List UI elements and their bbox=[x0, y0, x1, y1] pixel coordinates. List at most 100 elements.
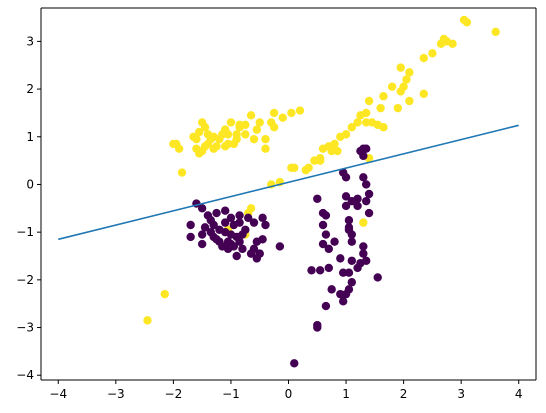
scatter-point-class-0 bbox=[258, 235, 267, 244]
scatter-point-class-0 bbox=[324, 263, 333, 273]
scatter-point-class-1 bbox=[387, 82, 397, 91]
scatter-point-class-0 bbox=[341, 201, 351, 211]
scatter-point-class-0 bbox=[307, 266, 316, 275]
scatter-point-class-0 bbox=[290, 359, 299, 368]
axes-frame bbox=[40, 7, 537, 381]
scatter-point-class-1 bbox=[393, 103, 403, 113]
scatter-point-class-1 bbox=[177, 168, 187, 177]
scatter-point-class-0 bbox=[318, 220, 328, 230]
scatter-point-class-1 bbox=[347, 123, 357, 132]
scatter-point-class-0 bbox=[229, 242, 239, 251]
scatter-point-class-0 bbox=[347, 230, 357, 239]
scatter-point-class-0 bbox=[344, 268, 354, 277]
scatter-point-class-0 bbox=[197, 230, 207, 239]
scatter-point-class-0 bbox=[212, 235, 221, 244]
y-tick-label: 3 bbox=[26, 34, 34, 48]
scatter-point-class-1 bbox=[287, 108, 296, 118]
scatter-point-class-0 bbox=[249, 218, 259, 227]
x-tick-label: −4 bbox=[49, 387, 67, 401]
scatter-point-class-0 bbox=[186, 232, 195, 242]
scatter-point-class-0 bbox=[359, 249, 368, 258]
scatter-point-class-1 bbox=[362, 108, 371, 118]
scatter-point-class-0 bbox=[313, 323, 322, 332]
scatter-point-class-1 bbox=[220, 142, 230, 151]
scatter-point-class-1 bbox=[232, 134, 241, 144]
scatter-point-class-0 bbox=[321, 211, 331, 220]
scatter-point-class-1 bbox=[249, 134, 259, 144]
scatter-point-class-1 bbox=[226, 118, 236, 127]
x-tick-label: 2 bbox=[400, 387, 408, 401]
scatter-point-class-1 bbox=[192, 144, 201, 153]
scatter-point-class-0 bbox=[353, 263, 362, 273]
scatter-point-class-0 bbox=[359, 173, 368, 182]
scatter-point-class-1 bbox=[436, 39, 446, 48]
scatter-point-class-1 bbox=[396, 87, 405, 96]
y-tick-label: −3 bbox=[16, 321, 34, 335]
x-tick-label: 1 bbox=[342, 387, 350, 401]
scatter-point-class-1 bbox=[362, 118, 371, 127]
scatter-point-class-0 bbox=[362, 180, 371, 189]
scatter-point-class-0 bbox=[313, 194, 322, 203]
scatter-point-class-1 bbox=[327, 146, 336, 156]
scatter-point-class-0 bbox=[275, 242, 285, 251]
scatter-point-class-0 bbox=[336, 254, 345, 263]
scatter-point-class-1 bbox=[318, 144, 328, 153]
x-tick-label: −2 bbox=[165, 387, 183, 401]
scatter-point-class-0 bbox=[344, 285, 354, 294]
scatter-point-class-1 bbox=[405, 68, 414, 77]
scatter-point-class-0 bbox=[209, 220, 218, 230]
scatter-point-class-0 bbox=[315, 266, 325, 275]
scatter-point-class-0 bbox=[347, 256, 357, 265]
scatter-point-class-0 bbox=[186, 220, 195, 230]
scatter-point-class-0 bbox=[200, 223, 210, 232]
scatter-point-class-0 bbox=[347, 278, 357, 287]
scatter-point-class-0 bbox=[321, 301, 331, 311]
scatter-point-class-0 bbox=[344, 216, 354, 225]
scatter-point-class-0 bbox=[197, 204, 207, 213]
scatter-point-class-0 bbox=[238, 244, 247, 254]
x-tick-label: 4 bbox=[515, 387, 523, 401]
scatter-point-class-1 bbox=[160, 289, 169, 299]
y-tick-label: −1 bbox=[16, 225, 34, 239]
y-tick-label: −2 bbox=[16, 273, 34, 287]
scatter-point-class-1 bbox=[301, 165, 310, 175]
scatter-point-class-1 bbox=[419, 53, 428, 63]
scatter-point-class-0 bbox=[235, 211, 244, 220]
scatter-point-class-0 bbox=[359, 242, 368, 251]
scatter-point-class-0 bbox=[353, 201, 362, 211]
scatter-point-class-0 bbox=[347, 196, 357, 206]
scatter-point-class-1 bbox=[373, 120, 382, 130]
scatter-point-class-1 bbox=[261, 134, 270, 144]
scatter-point-class-0 bbox=[330, 237, 339, 246]
scatter-point-class-0 bbox=[327, 285, 336, 294]
scatter-point-class-1 bbox=[428, 49, 437, 58]
scatter-point-class-0 bbox=[341, 192, 351, 201]
scatter-point-class-0 bbox=[338, 297, 348, 306]
x-tick-label: −3 bbox=[107, 387, 125, 401]
x-tick-label: 3 bbox=[457, 387, 465, 401]
scatter-point-class-1 bbox=[261, 144, 270, 153]
scatter-point-class-0 bbox=[244, 213, 253, 223]
scatter-point-class-1 bbox=[189, 132, 198, 141]
scatter-point-class-0 bbox=[218, 242, 227, 251]
scatter-point-class-1 bbox=[246, 111, 256, 120]
scatter-point-class-0 bbox=[362, 144, 371, 153]
scatter-point-class-1 bbox=[359, 218, 368, 227]
scatter-point-class-1 bbox=[295, 106, 305, 115]
scatter-point-class-1 bbox=[333, 146, 342, 156]
scatter-point-class-0 bbox=[364, 189, 374, 199]
x-axis-ticks: −4 −3 −2 −1 0 1 2 3 4 bbox=[49, 380, 523, 401]
scatter-point-class-1 bbox=[353, 118, 362, 127]
scatter-point-class-1 bbox=[402, 75, 411, 84]
scatter-point-class-0 bbox=[197, 239, 207, 249]
scatter-point-class-1 bbox=[269, 108, 279, 118]
scatter-point-class-0 bbox=[220, 206, 230, 215]
scatter-point-class-1 bbox=[287, 163, 296, 172]
scatter-point-class-1 bbox=[200, 123, 210, 132]
scatter-point-class-0 bbox=[338, 168, 348, 177]
scatter-point-class-1 bbox=[491, 27, 500, 37]
scatter-point-class-0 bbox=[373, 273, 382, 282]
scatter-point-class-0 bbox=[255, 249, 264, 258]
x-tick-label: 0 bbox=[285, 387, 293, 401]
